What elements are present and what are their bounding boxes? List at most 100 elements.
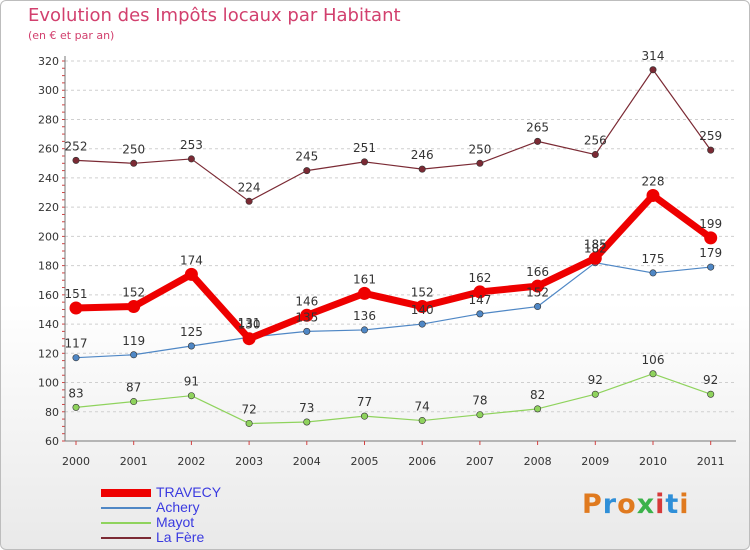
- data-point: [130, 398, 138, 406]
- x-tick-label: 2003: [235, 455, 263, 468]
- y-tick-label: 60: [45, 435, 59, 448]
- data-point: [358, 286, 371, 300]
- data-label: 78: [472, 394, 487, 408]
- data-label: 106: [642, 353, 665, 367]
- data-point: [418, 165, 426, 173]
- y-tick-label: 120: [38, 347, 59, 360]
- data-label: 135: [295, 310, 318, 324]
- data-label: 151: [65, 287, 88, 301]
- data-label: 228: [642, 174, 665, 188]
- logo-letter: t: [665, 489, 680, 520]
- data-label: 152: [526, 286, 549, 300]
- legend-swatch-travecy: [101, 489, 151, 497]
- legend-label-mayot: Mayot: [156, 514, 195, 530]
- x-tick-label: 2005: [351, 455, 379, 468]
- data-label: 162: [468, 271, 491, 285]
- data-point: [130, 351, 138, 359]
- y-tick-label: 180: [38, 260, 59, 273]
- data-point: [245, 197, 253, 205]
- data-point: [476, 411, 484, 419]
- x-tick-label: 2008: [524, 455, 552, 468]
- data-point: [473, 285, 487, 299]
- series-line-travecy: [75, 191, 713, 343]
- data-point: [72, 403, 80, 411]
- data-point: [303, 167, 311, 175]
- legend-label-la-fere: La Fère: [156, 529, 205, 545]
- data-point: [707, 263, 715, 271]
- data-label: 224: [238, 180, 261, 194]
- chart-subtitle: (en € et par an): [28, 29, 115, 42]
- y-tick-label: 100: [38, 377, 59, 390]
- data-point: [187, 392, 195, 400]
- legend-swatch-la-fere: [101, 537, 151, 539]
- data-point: [187, 155, 195, 163]
- data-point: [300, 308, 314, 322]
- data-label: 250: [122, 142, 145, 156]
- data-label: 253: [180, 138, 203, 152]
- logo-letter: P: [582, 489, 603, 520]
- series-line-achery: [75, 262, 711, 359]
- legend-label-achery: Achery: [156, 499, 200, 515]
- data-label: 182: [584, 242, 607, 256]
- data-point: [707, 390, 715, 398]
- data-point: [418, 320, 426, 328]
- data-point: [415, 300, 429, 314]
- logo-letter: o: [617, 489, 637, 520]
- data-label: 125: [180, 325, 203, 339]
- legend-swatch-mayot: [101, 522, 151, 524]
- logo-letter: i: [655, 489, 666, 520]
- data-label: 72: [241, 402, 256, 416]
- data-point: [531, 279, 545, 293]
- data-label: 152: [411, 286, 434, 300]
- data-label: 147: [468, 293, 491, 307]
- series-line-mayot: [75, 373, 711, 425]
- x-tick-label: 2009: [581, 455, 609, 468]
- data-label: 91: [184, 375, 199, 389]
- x-tick-label: 2004: [293, 455, 321, 468]
- data-point: [707, 146, 715, 154]
- data-point: [476, 310, 484, 318]
- data-label: 83: [68, 386, 83, 400]
- data-label: 140: [411, 303, 434, 317]
- data-label: 131: [238, 316, 261, 330]
- x-tick-label: 2000: [62, 455, 90, 468]
- y-tick-label: 160: [38, 289, 59, 302]
- data-label: 117: [65, 337, 88, 351]
- data-label: 73: [299, 401, 314, 415]
- y-tick-label: 280: [38, 113, 59, 126]
- data-point: [360, 158, 368, 166]
- data-point: [649, 370, 657, 378]
- data-label: 185: [584, 237, 607, 251]
- data-label: 92: [588, 373, 603, 387]
- data-label: 166: [526, 265, 549, 279]
- data-label: 87: [126, 381, 141, 395]
- data-label: 174: [180, 253, 203, 267]
- x-tick-label: 2011: [697, 455, 725, 468]
- data-point: [72, 156, 80, 164]
- y-tick-label: 320: [38, 55, 59, 68]
- data-label: 246: [411, 148, 434, 162]
- data-point: [187, 342, 195, 350]
- x-tick-label: 2002: [177, 455, 205, 468]
- data-point: [69, 301, 83, 315]
- data-point: [242, 332, 256, 346]
- data-label: 245: [295, 150, 318, 164]
- proxiti-logo: Proxiti: [582, 489, 690, 520]
- data-label: 146: [295, 294, 318, 308]
- x-tick-label: 2001: [120, 455, 148, 468]
- data-label: 250: [468, 142, 491, 156]
- data-label: 199: [699, 217, 722, 231]
- data-point: [127, 300, 141, 314]
- y-tick-label: 260: [38, 143, 59, 156]
- series-line-la-fère: [75, 69, 712, 202]
- data-point: [245, 419, 253, 427]
- data-point: [534, 303, 542, 311]
- legend-label-travecy: TRAVECY: [156, 484, 222, 500]
- data-point: [534, 137, 542, 145]
- data-label: 252: [65, 139, 88, 153]
- x-tick-label: 2006: [408, 455, 436, 468]
- data-point: [360, 412, 368, 420]
- data-point: [360, 326, 368, 334]
- data-label: 161: [353, 272, 376, 286]
